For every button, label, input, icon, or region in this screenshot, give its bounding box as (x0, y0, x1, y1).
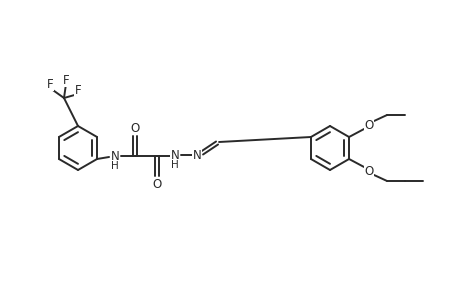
Text: N: N (111, 149, 119, 163)
Text: H: H (111, 161, 119, 171)
Text: O: O (130, 122, 140, 134)
Text: N: N (170, 148, 179, 161)
Text: F: F (74, 83, 81, 97)
Text: F: F (46, 77, 53, 91)
Text: H: H (171, 160, 179, 170)
Text: O: O (364, 118, 373, 131)
Text: O: O (152, 178, 161, 190)
Text: F: F (62, 74, 69, 86)
Text: O: O (364, 164, 373, 178)
Text: N: N (192, 148, 201, 161)
